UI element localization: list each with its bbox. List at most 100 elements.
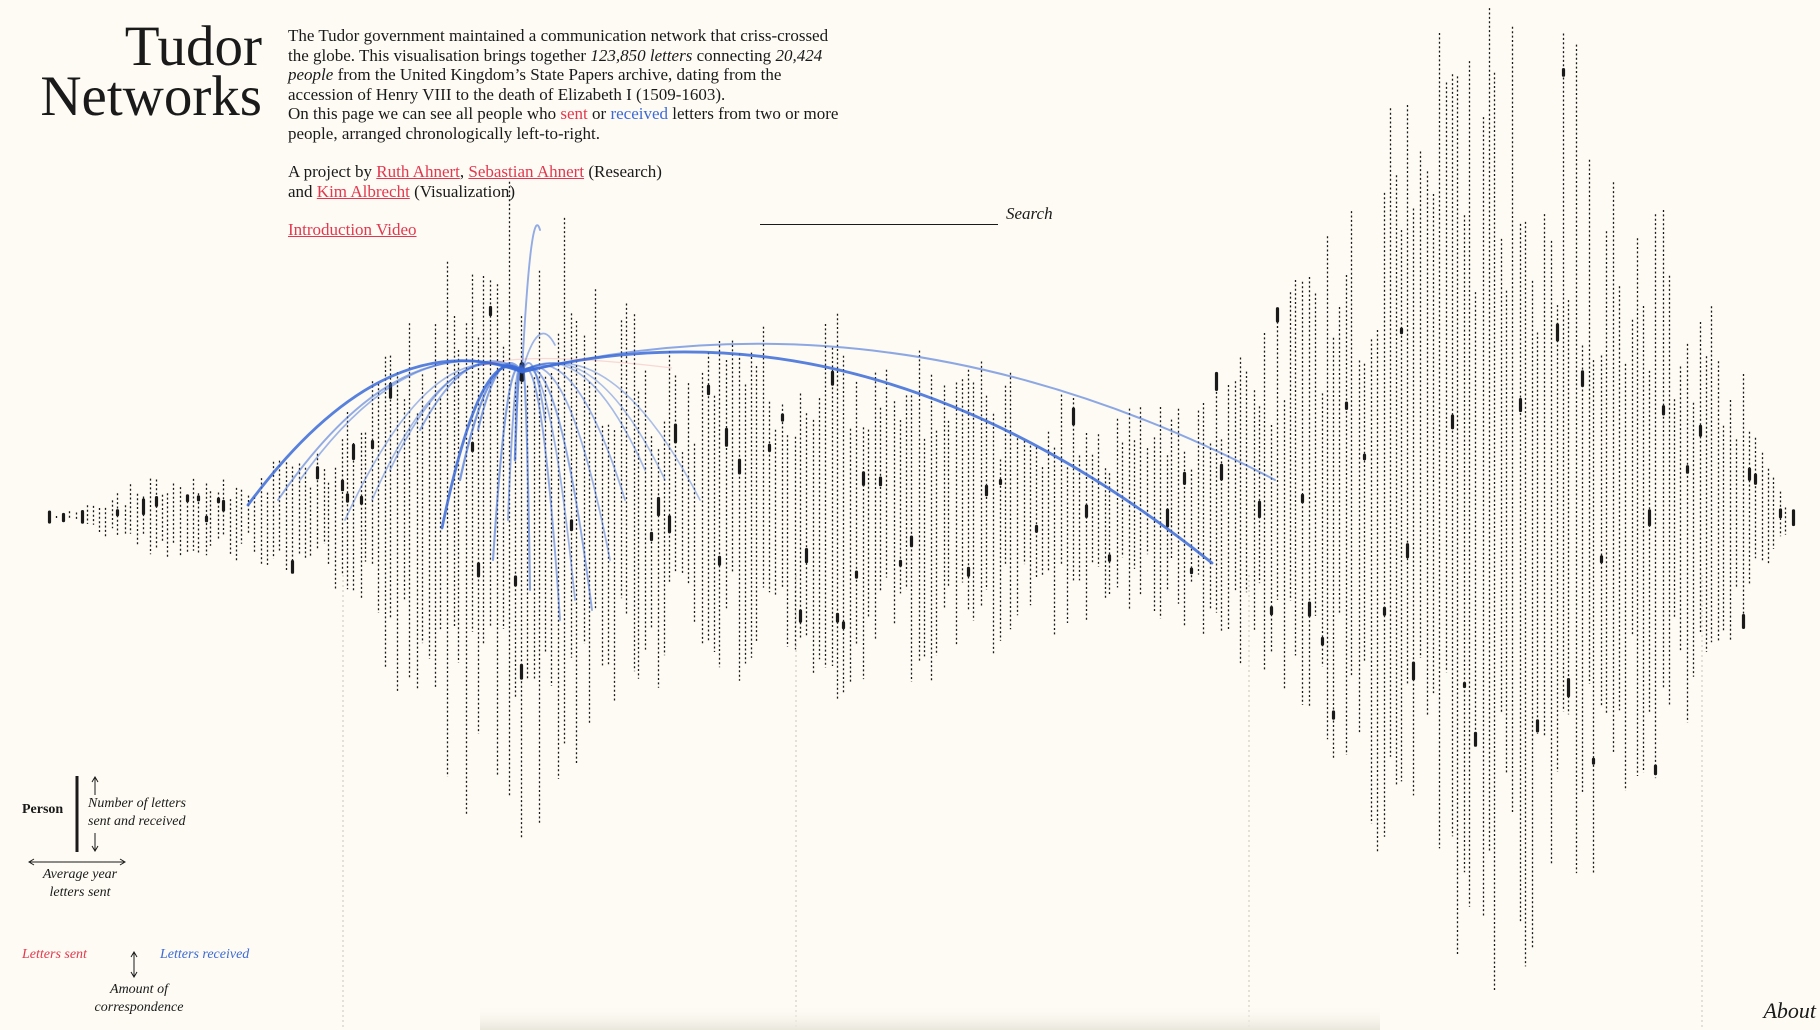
person-marker[interactable] (1561, 68, 1566, 77)
person-marker[interactable] (1034, 524, 1039, 533)
person-marker[interactable] (717, 555, 722, 566)
person-marker[interactable] (835, 612, 840, 623)
person-marker[interactable] (804, 548, 809, 564)
person-marker[interactable] (1450, 414, 1455, 430)
person-marker[interactable] (1566, 678, 1571, 698)
person-marker[interactable] (1747, 467, 1752, 481)
person-marker[interactable] (1182, 471, 1187, 485)
person-marker[interactable] (1399, 327, 1404, 335)
person-marker[interactable] (1331, 710, 1336, 720)
person-marker[interactable] (737, 458, 742, 475)
person-marker[interactable] (1462, 681, 1467, 689)
person-marker[interactable] (1165, 508, 1170, 528)
person-marker[interactable] (1653, 764, 1658, 776)
person-marker[interactable] (1411, 661, 1416, 681)
person-marker[interactable] (141, 498, 146, 516)
person-marker[interactable] (984, 484, 989, 497)
person-marker[interactable] (898, 559, 903, 567)
person-marker[interactable] (1189, 567, 1194, 575)
person-marker[interactable] (1071, 407, 1076, 426)
person-marker[interactable] (1405, 543, 1410, 559)
person-marker[interactable] (1741, 614, 1746, 629)
person-marker[interactable] (706, 384, 711, 396)
person-marker[interactable] (1214, 371, 1219, 391)
person-marker[interactable] (1307, 601, 1312, 617)
person-marker[interactable] (351, 443, 356, 461)
person-marker[interactable] (513, 575, 518, 587)
person-columns[interactable] (47, 8, 1796, 992)
person-marker[interactable] (1753, 473, 1758, 485)
person-marker[interactable] (780, 413, 785, 422)
person-marker[interactable] (649, 531, 654, 542)
person-marker[interactable] (359, 495, 364, 505)
person-marker[interactable] (1362, 453, 1367, 461)
person-marker[interactable] (1107, 554, 1112, 562)
person-marker[interactable] (909, 535, 914, 548)
person-marker[interactable] (1269, 606, 1274, 616)
person-marker[interactable] (221, 499, 226, 512)
author-link-kim-albrecht[interactable]: Kim Albrecht (316, 181, 410, 201)
person-marker[interactable] (1257, 500, 1262, 519)
person-marker[interactable] (80, 510, 85, 524)
person-marker[interactable] (1591, 757, 1596, 765)
person-marker[interactable] (476, 562, 481, 578)
person-marker[interactable] (185, 494, 190, 503)
person-marker[interactable] (673, 423, 678, 444)
person-marker[interactable] (115, 509, 120, 517)
person-marker[interactable] (1698, 424, 1703, 437)
person-marker[interactable] (1084, 504, 1089, 518)
person-marker[interactable] (1300, 493, 1305, 504)
person-marker[interactable] (767, 443, 772, 453)
person-marker[interactable] (345, 493, 350, 503)
author-link-sebastian-ahnert[interactable]: Sebastian Ahnert (468, 162, 585, 181)
person-marker[interactable] (1661, 405, 1666, 416)
person-marker[interactable] (656, 496, 661, 517)
person-marker[interactable] (1535, 719, 1540, 733)
person-marker[interactable] (569, 519, 574, 532)
person-marker[interactable] (1555, 323, 1560, 342)
author-link-ruth-ahnert[interactable]: Ruth Ahnert (376, 162, 460, 181)
search-input[interactable] (760, 202, 1000, 226)
person-marker[interactable] (724, 427, 729, 447)
person-marker[interactable] (1580, 370, 1585, 388)
introduction-video-link[interactable]: Introduction Video (288, 220, 417, 239)
person-marker[interactable] (315, 466, 320, 480)
person-marker[interactable] (1320, 636, 1325, 646)
person-marker[interactable] (1791, 509, 1796, 527)
person-marker[interactable] (798, 609, 803, 623)
person-marker[interactable] (1778, 508, 1783, 519)
person-marker[interactable] (470, 441, 475, 453)
search-label[interactable]: Search (1006, 204, 1053, 223)
person-marker[interactable] (196, 495, 201, 502)
person-marker[interactable] (841, 621, 846, 630)
person-marker[interactable] (966, 566, 971, 577)
person-marker[interactable] (667, 515, 672, 534)
person-marker[interactable] (1275, 307, 1280, 323)
person-marker[interactable] (998, 478, 1003, 486)
person-marker[interactable] (1382, 606, 1387, 616)
person-marker[interactable] (216, 497, 221, 504)
person-marker[interactable] (488, 305, 493, 317)
person-marker[interactable] (1685, 465, 1690, 474)
person-marker[interactable] (519, 663, 524, 680)
person-marker[interactable] (1344, 401, 1349, 411)
person-marker[interactable] (388, 382, 393, 399)
about-link[interactable]: About (1763, 998, 1816, 1023)
person-marker[interactable] (1219, 463, 1224, 481)
person-marker[interactable] (290, 560, 295, 574)
person-marker[interactable] (830, 370, 835, 386)
person-marker[interactable] (1473, 731, 1478, 747)
person-marker[interactable] (1647, 509, 1652, 527)
person-marker[interactable] (861, 471, 866, 486)
person-marker[interactable] (340, 479, 345, 492)
person-marker[interactable] (854, 570, 859, 579)
person-marker[interactable] (1518, 398, 1523, 413)
person-marker[interactable] (61, 512, 66, 523)
person-marker[interactable] (878, 476, 883, 487)
person-marker[interactable] (370, 440, 375, 450)
person-marker[interactable] (1599, 555, 1604, 564)
person-marker[interactable] (47, 510, 52, 524)
person-marker[interactable] (204, 515, 209, 523)
person-marker[interactable] (154, 496, 159, 507)
